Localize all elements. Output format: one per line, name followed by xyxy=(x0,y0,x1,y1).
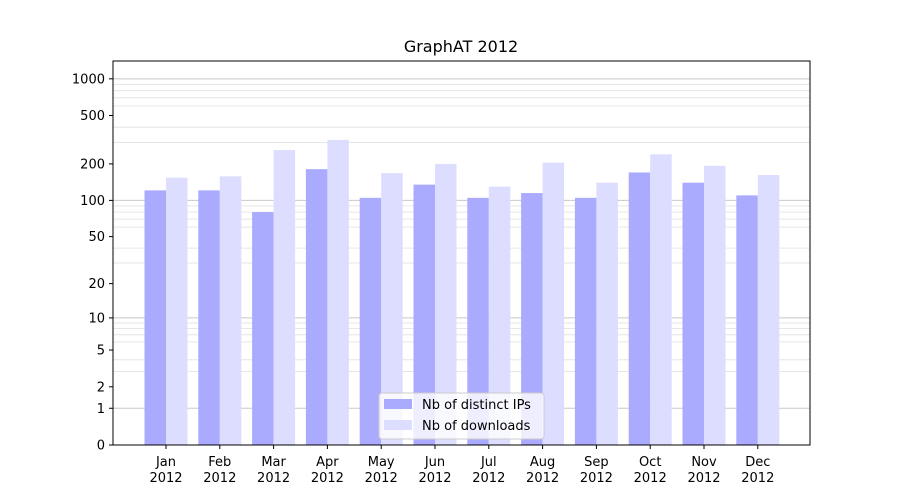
bar-ips xyxy=(413,184,435,446)
y-tick-label: 10 xyxy=(88,311,105,326)
y-tick-label: 1 xyxy=(97,402,105,417)
x-tick-label: Dec 2012 xyxy=(741,455,774,486)
y-tick-label: 100 xyxy=(80,194,105,209)
bar-ips xyxy=(144,190,166,445)
bar-downloads xyxy=(542,162,565,445)
legend-swatch-ips xyxy=(384,399,412,409)
bar-downloads xyxy=(219,176,242,445)
bar-downloads xyxy=(488,186,511,445)
bar-ips xyxy=(736,195,758,445)
y-tick-label: 500 xyxy=(80,109,105,124)
legend-swatch-downloads xyxy=(384,420,412,430)
bars xyxy=(144,139,780,446)
legend-box xyxy=(378,392,545,440)
x-tick-label: Jun 2012 xyxy=(418,455,451,486)
bar-ips xyxy=(521,193,543,445)
plot-frame xyxy=(112,60,811,446)
legend-label-downloads: Nb of downloads xyxy=(422,419,531,434)
bar-ips xyxy=(252,212,274,445)
bar-downloads xyxy=(381,173,403,446)
y-axis: 0 1 2 5 10 20 50 100 200 500 1000 xyxy=(72,72,113,454)
y-tick-label: 5 xyxy=(97,344,105,359)
y-tick-label: 20 xyxy=(88,277,105,292)
bar-downloads xyxy=(596,182,618,445)
x-tick-label: Sep 2012 xyxy=(580,455,613,486)
bar-ips xyxy=(574,197,597,445)
y-tick-label: 200 xyxy=(80,157,105,172)
legend: Nb of distinct IPs Nb of downloads xyxy=(378,392,545,440)
bar-downloads xyxy=(704,165,726,446)
x-tick-label: Nov 2012 xyxy=(687,455,720,486)
bar-downloads xyxy=(166,177,188,446)
x-tick-label: Mar 2012 xyxy=(257,455,290,486)
x-tick-label: Oct 2012 xyxy=(634,455,667,486)
legend-label-ips: Nb of distinct IPs xyxy=(422,398,531,413)
bar-downloads xyxy=(327,139,349,446)
bar-ips xyxy=(682,182,704,445)
y-tick-label: 1000 xyxy=(72,72,105,87)
y-tick-label: 50 xyxy=(88,230,105,245)
x-tick-label: Aug 2012 xyxy=(526,455,559,486)
y-tick-label: 0 xyxy=(97,439,105,454)
x-tick-label: Feb 2012 xyxy=(203,455,236,486)
y-tick-label: 2 xyxy=(97,380,105,395)
x-tick-label: Jan 2012 xyxy=(149,455,182,486)
x-tick-label: May 2012 xyxy=(365,455,398,486)
bar-downloads xyxy=(435,163,457,445)
bar-ips xyxy=(305,169,328,445)
bar-ips xyxy=(467,197,489,445)
bar-ips xyxy=(198,190,220,445)
bar-ips xyxy=(359,197,382,445)
bar-downloads xyxy=(650,154,672,446)
x-tick-label: Jul 2012 xyxy=(472,455,505,486)
bar-downloads xyxy=(757,175,780,446)
bar-downloads xyxy=(273,150,296,445)
x-axis: Jan 2012 Feb 2012 Mar 2012 Apr 2012 May 2012 Jun 20… xyxy=(149,445,774,486)
bar-ips xyxy=(628,172,651,445)
x-tick-label: Apr 2012 xyxy=(311,455,344,486)
chart-title: GraphAT 2012 xyxy=(404,37,518,56)
